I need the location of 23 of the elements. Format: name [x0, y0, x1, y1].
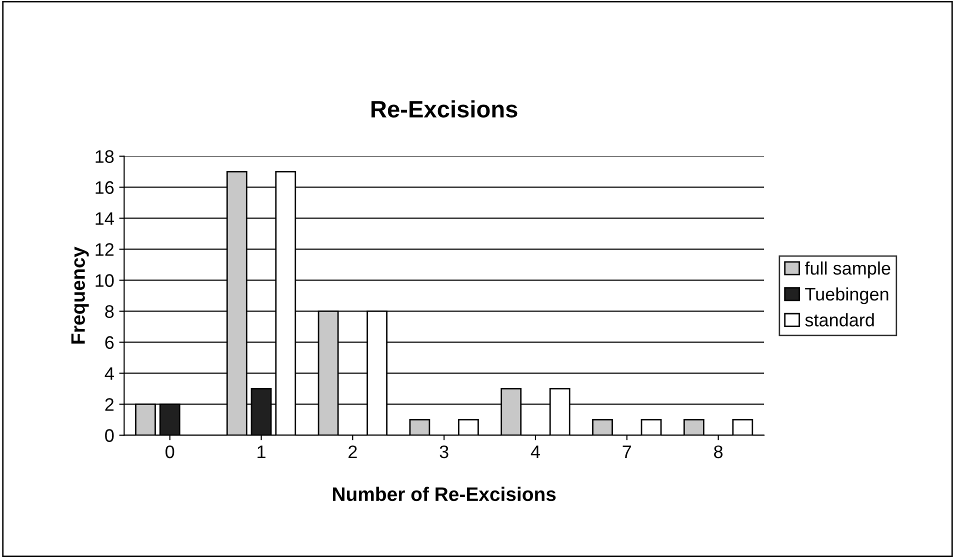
legend-label: full sample	[804, 261, 890, 278]
y-tick-label: 16	[96, 181, 114, 194]
y-axis-title: Frequency	[71, 246, 89, 344]
x-tick-label: 0	[166, 445, 174, 458]
y-tick-label: 2	[105, 398, 114, 411]
x-tick-label: 1	[258, 446, 266, 458]
x-tick-label: 8	[714, 445, 723, 458]
y-tick-label: 8	[105, 305, 114, 318]
x-tick-label: 2	[348, 445, 357, 458]
y-tick-label: 18	[96, 150, 114, 163]
legend-label: standard	[805, 313, 874, 326]
x-tick-label: 3	[440, 445, 448, 458]
chart-title: Re-Excisions	[372, 100, 518, 118]
y-tick-label: 4	[104, 367, 114, 380]
legend-label: Tuebingen	[805, 287, 888, 304]
y-tick-label: 14	[96, 212, 114, 225]
y-tick-label: 10	[96, 274, 114, 287]
y-tick-label: 6	[105, 336, 114, 349]
x-tick-label: 7	[622, 446, 632, 458]
x-tick-label: 4	[530, 446, 540, 458]
y-tick-label: 0	[105, 429, 114, 442]
x-axis-title: Number of Re-Excisions	[333, 486, 556, 502]
y-tick-label: 12	[96, 243, 114, 256]
